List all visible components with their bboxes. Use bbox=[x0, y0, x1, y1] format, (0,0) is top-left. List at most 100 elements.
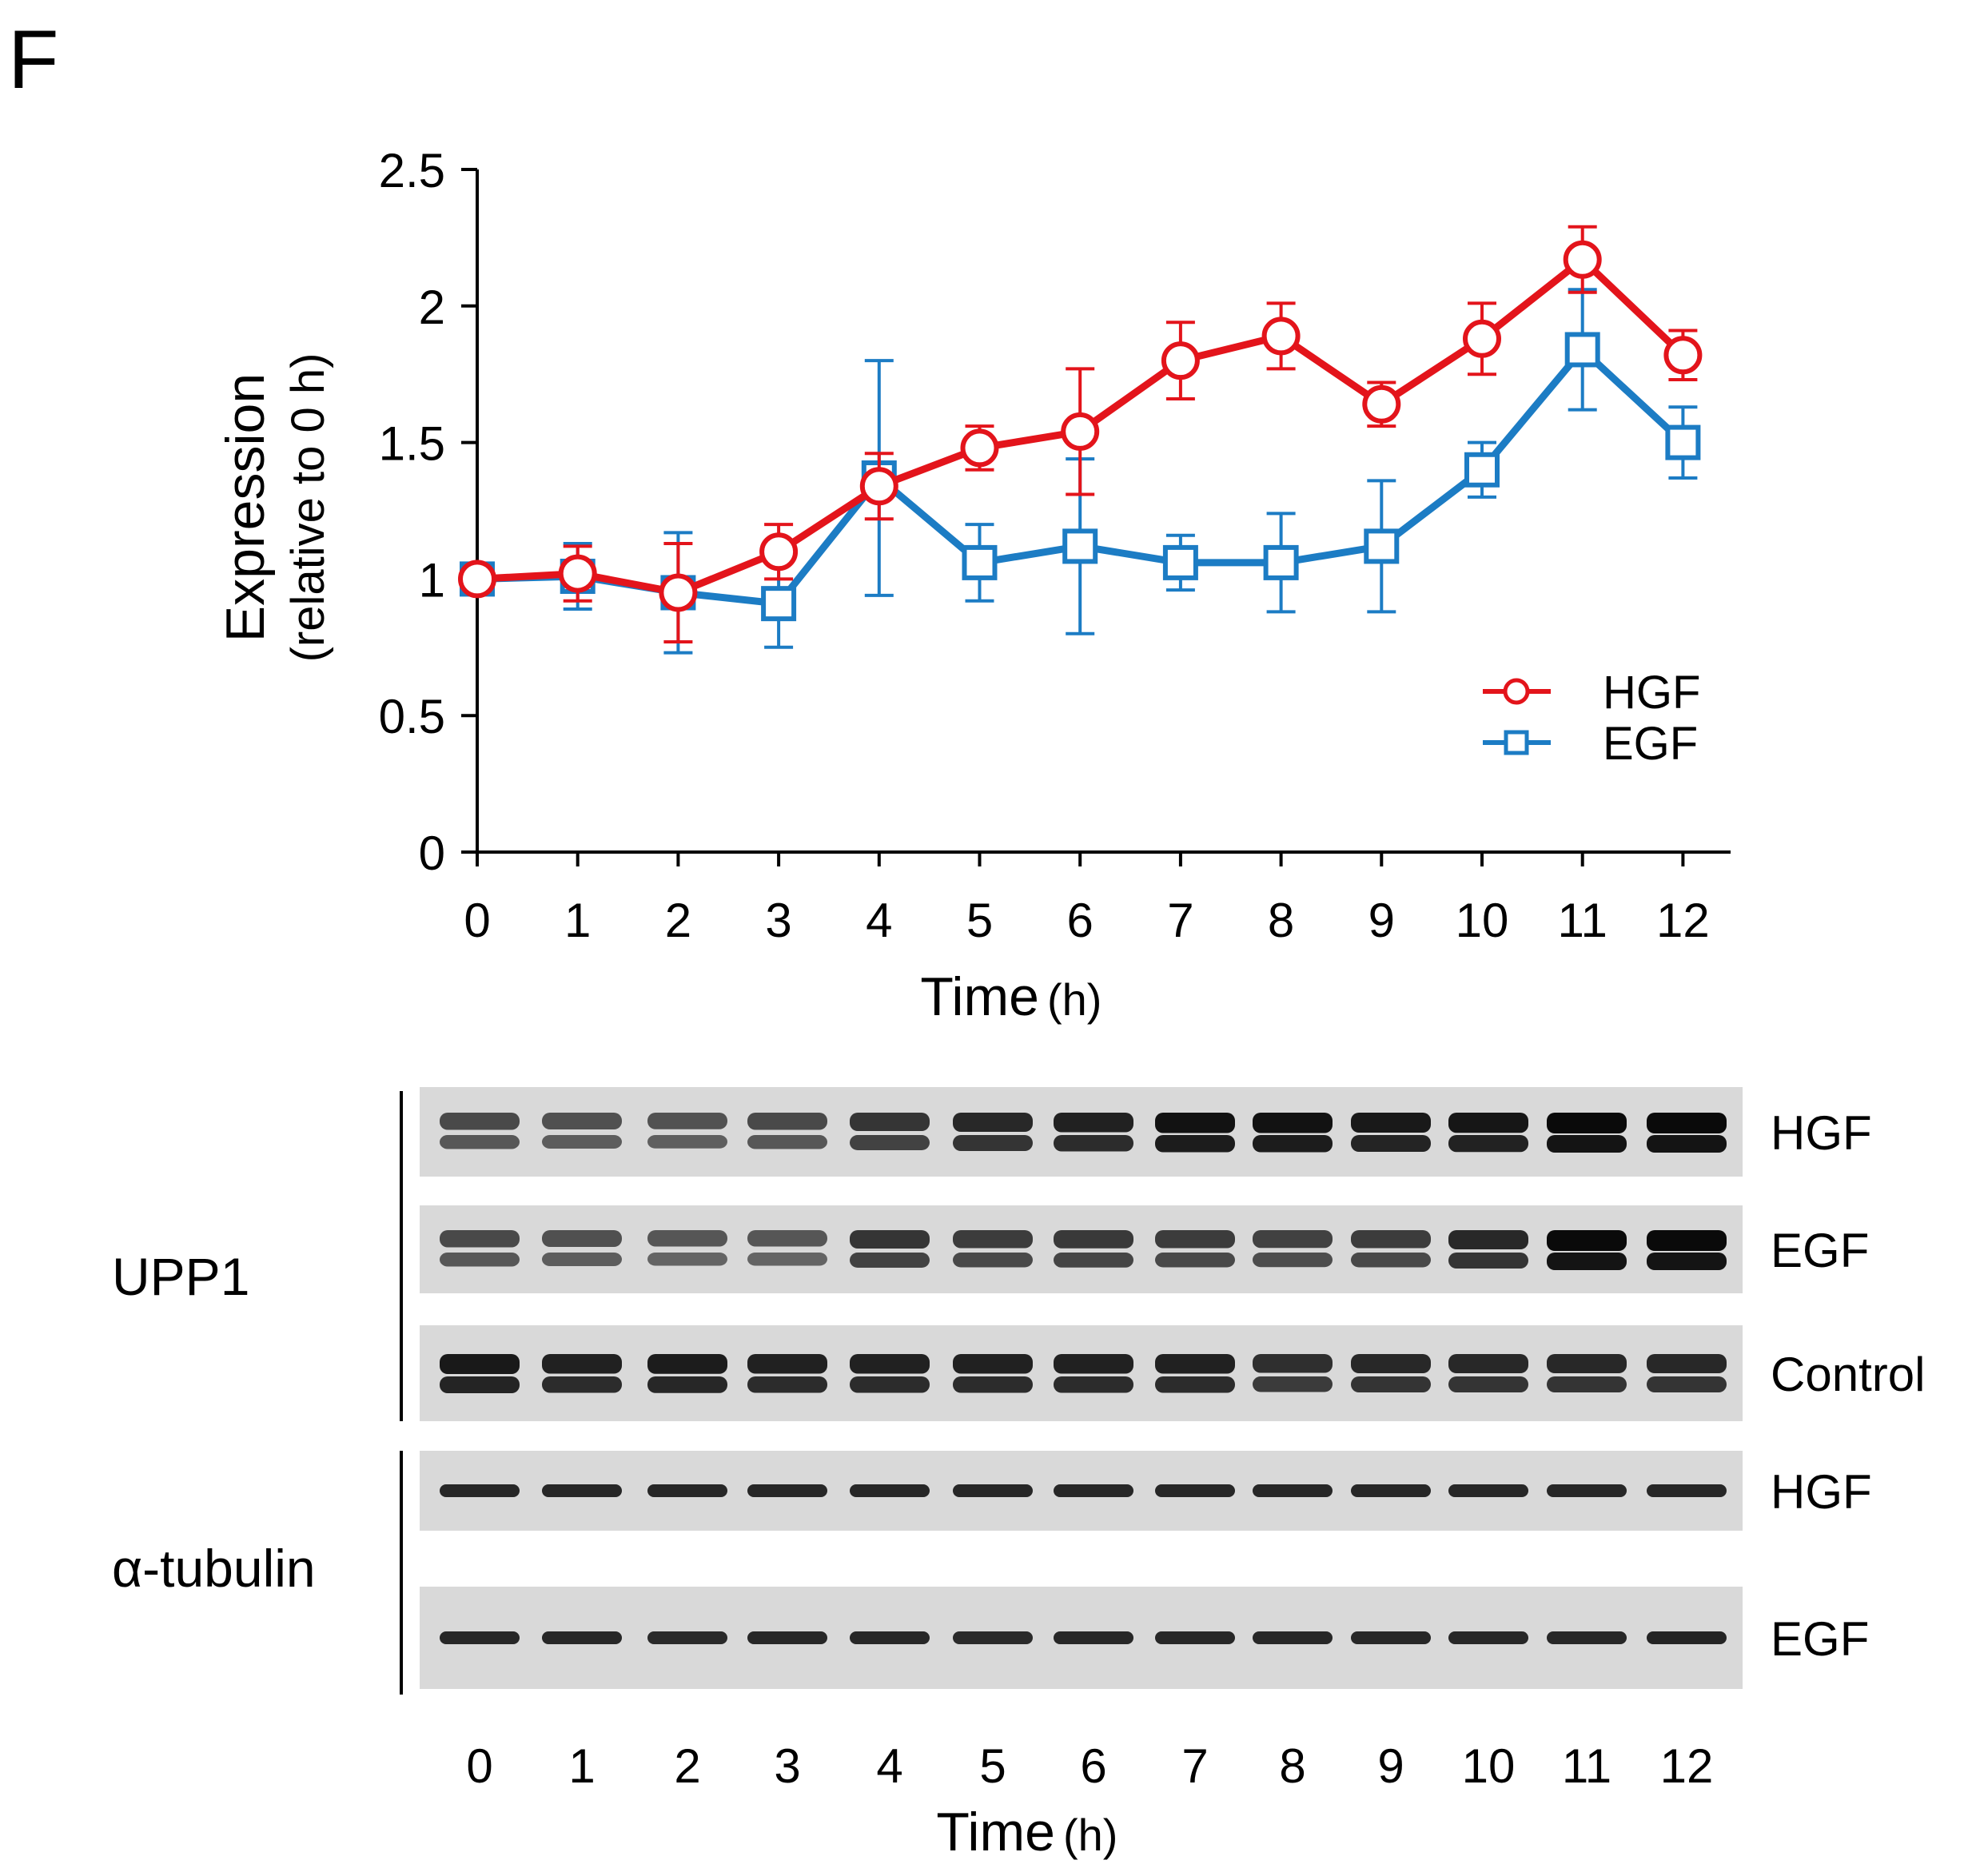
blot-band bbox=[1155, 1631, 1235, 1644]
blot-band bbox=[953, 1631, 1033, 1644]
hgf-point bbox=[1161, 341, 1200, 380]
blot-band bbox=[1448, 1135, 1528, 1153]
blot-band bbox=[1647, 1230, 1727, 1251]
blot-lane-labels: 0 1 2 3 4 5 6 7 8 9 10 11 12 bbox=[466, 1739, 1713, 1793]
blot-x-label: Time bbox=[936, 1802, 1055, 1862]
blot-band bbox=[850, 1484, 930, 1497]
blot-band bbox=[850, 1354, 930, 1374]
y-axis-label: Expression bbox=[215, 373, 276, 642]
blot-band bbox=[1647, 1253, 1727, 1270]
blot-band bbox=[440, 1253, 520, 1267]
blot-band bbox=[1448, 1484, 1528, 1497]
blot-band bbox=[1253, 1135, 1333, 1153]
blot-band bbox=[1547, 1253, 1627, 1270]
blot-band bbox=[747, 1354, 827, 1374]
blot-band bbox=[647, 1484, 727, 1497]
y-axis: 0 0.5 1 1.5 2 2.5 bbox=[379, 144, 479, 880]
blot-lane-label: 1 bbox=[568, 1739, 595, 1793]
hgf-point bbox=[759, 532, 799, 572]
blot-band bbox=[1547, 1354, 1627, 1373]
y-tick-label: 1 bbox=[419, 553, 445, 607]
y-tick-label: 1.5 bbox=[379, 417, 445, 471]
y-axis-sublabel: (relative to 0 h) bbox=[282, 353, 334, 663]
blot-row: HGF bbox=[420, 1451, 1872, 1531]
blot-band bbox=[1547, 1113, 1627, 1133]
blot-band bbox=[1351, 1354, 1431, 1373]
x-tick-label: 11 bbox=[1558, 894, 1607, 947]
blot-lane-label: 10 bbox=[1462, 1739, 1516, 1793]
blot-band bbox=[440, 1113, 520, 1130]
blot-band bbox=[1155, 1135, 1235, 1153]
blot-lane-label: 12 bbox=[1660, 1739, 1714, 1793]
legend-marker-hgf bbox=[1503, 678, 1530, 705]
blot-band bbox=[850, 1113, 930, 1131]
blot-band bbox=[850, 1376, 930, 1393]
blot-band bbox=[647, 1376, 727, 1393]
x-tick-label: 6 bbox=[1067, 894, 1094, 947]
blot-lane-label: 0 bbox=[466, 1739, 492, 1793]
blot-lane-label: 9 bbox=[1377, 1739, 1404, 1793]
blot-band bbox=[1547, 1484, 1627, 1497]
blot-band bbox=[1448, 1230, 1528, 1249]
blot-band bbox=[1448, 1354, 1528, 1373]
blot-band bbox=[1155, 1253, 1235, 1268]
blot-row-label: HGF bbox=[1771, 1465, 1872, 1519]
blot-band bbox=[542, 1253, 622, 1266]
y-tick-label: 0 bbox=[419, 826, 445, 880]
blot-band bbox=[1253, 1253, 1333, 1268]
blot-band bbox=[1253, 1631, 1333, 1644]
hgf-point bbox=[558, 554, 597, 593]
blot-band bbox=[542, 1135, 622, 1149]
egf-point bbox=[1464, 452, 1500, 488]
blot-band bbox=[747, 1376, 827, 1393]
egf-point bbox=[1364, 528, 1400, 564]
series-layer bbox=[458, 225, 1703, 655]
x-tick-label: 0 bbox=[464, 894, 490, 947]
blot-band bbox=[1054, 1113, 1133, 1133]
blot-band bbox=[1647, 1354, 1727, 1373]
blot-band bbox=[1155, 1484, 1235, 1497]
x-tick-label: 3 bbox=[765, 894, 791, 947]
blot-band bbox=[1547, 1376, 1627, 1392]
blot-band bbox=[953, 1354, 1033, 1374]
blot-band bbox=[440, 1376, 520, 1393]
blot-row: Control bbox=[420, 1325, 1925, 1421]
blot-band bbox=[953, 1484, 1033, 1497]
series-hgf bbox=[458, 225, 1703, 643]
hgf-point bbox=[960, 428, 999, 468]
egf-point bbox=[1564, 332, 1600, 368]
blot-band bbox=[1647, 1376, 1727, 1392]
blot-band bbox=[440, 1135, 520, 1149]
blot-band bbox=[647, 1113, 727, 1129]
blot-band bbox=[1253, 1354, 1333, 1373]
blot-lane-label: 7 bbox=[1181, 1739, 1208, 1793]
x-tick-label: 5 bbox=[966, 894, 993, 947]
blot-membrane bbox=[420, 1205, 1743, 1293]
blot-band bbox=[647, 1135, 727, 1149]
blot-band bbox=[1647, 1484, 1727, 1497]
blot-band bbox=[850, 1230, 930, 1249]
egf-point bbox=[761, 586, 797, 622]
blot-band bbox=[747, 1113, 827, 1130]
y-tick-label: 2 bbox=[419, 281, 445, 334]
hgf-point bbox=[1362, 384, 1401, 424]
blot-band bbox=[542, 1484, 622, 1497]
blot-band bbox=[647, 1253, 727, 1266]
blot-lane-label: 6 bbox=[1080, 1739, 1106, 1793]
blot-band bbox=[1448, 1376, 1528, 1392]
blot-lane-label: 4 bbox=[876, 1739, 902, 1793]
blot-band bbox=[1448, 1113, 1528, 1133]
blot-band bbox=[1155, 1230, 1235, 1249]
line-chart: 00.511.522.5 0 1 2 3 4 5 6 7 8 9 10 11 12 Expression… bbox=[215, 144, 1731, 1027]
blot-band bbox=[1054, 1631, 1133, 1644]
blot-band bbox=[1155, 1376, 1235, 1393]
blot-row-label: EGF bbox=[1771, 1612, 1869, 1666]
blot-band bbox=[850, 1135, 930, 1150]
blot-band bbox=[1054, 1354, 1133, 1374]
blot-band bbox=[1054, 1253, 1133, 1268]
blot-band bbox=[1155, 1113, 1235, 1133]
blot-band bbox=[1647, 1113, 1727, 1133]
blot-band bbox=[542, 1230, 622, 1247]
blot-band bbox=[1253, 1376, 1333, 1392]
